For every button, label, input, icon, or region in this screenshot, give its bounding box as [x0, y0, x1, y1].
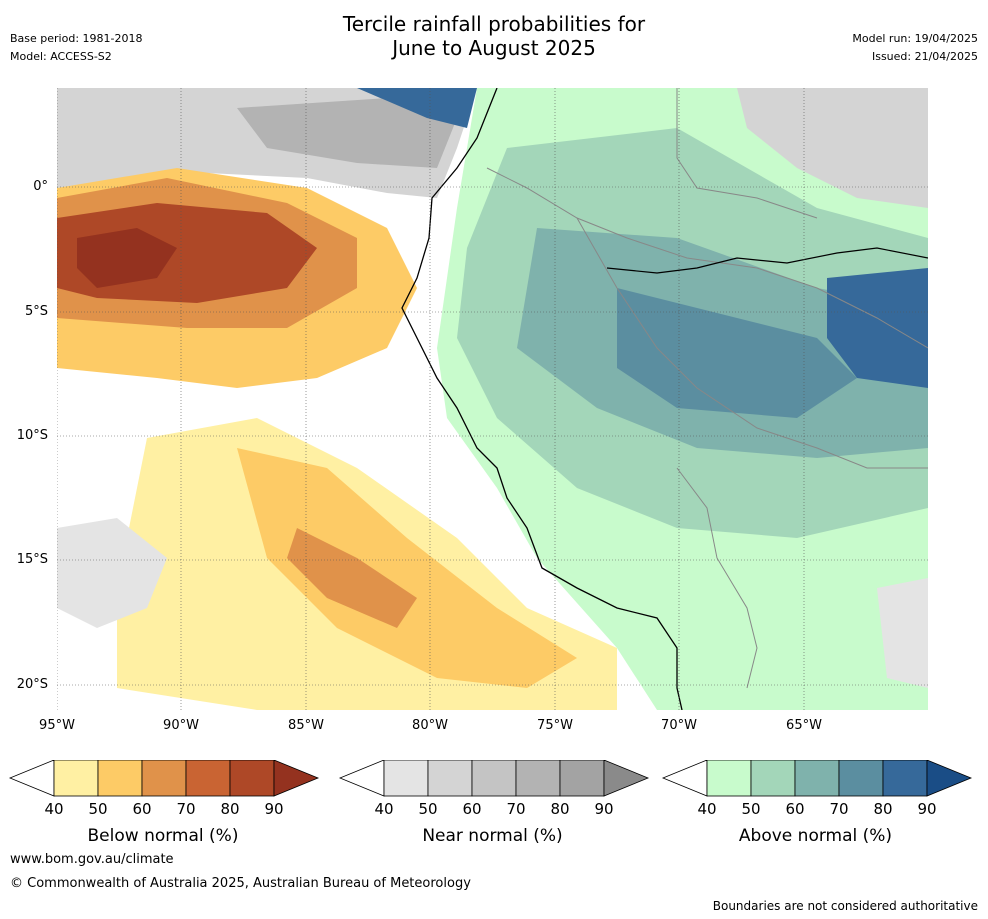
colorbar-max-extension — [603, 760, 650, 797]
above-normal-peak — [827, 268, 928, 388]
base-period: Base period: 1981-2018 — [10, 32, 143, 45]
colorbar-label-below: Below normal (%) — [87, 826, 239, 846]
colorbar-segment — [750, 760, 796, 797]
lon-tick: 85°W — [288, 718, 324, 733]
lat-tick: 0° — [33, 179, 48, 194]
lat-tick: 10°S — [16, 428, 48, 443]
colorbar-below — [8, 760, 320, 797]
colorbar-segment — [427, 760, 473, 797]
below-normal-peak — [77, 228, 177, 288]
colorbar-segment — [141, 760, 187, 797]
colorbar-tick: 70 — [506, 800, 526, 818]
colorbar-tick: 40 — [374, 800, 394, 818]
colorbar-above — [661, 760, 973, 797]
lon-tick: 95°W — [39, 718, 75, 733]
map-title: Tercile rainfall probabilities for June … — [0, 12, 988, 60]
map-canvas — [57, 88, 928, 710]
below-normal-south-core — [287, 528, 417, 628]
lat-tick: 15°S — [16, 552, 48, 567]
meta-right: Model run: 19/04/2025 Issued: 21/04/2025 — [852, 30, 978, 66]
colorbar-segment — [794, 760, 840, 797]
colorbars — [8, 760, 973, 797]
colorbar-tick: 40 — [697, 800, 717, 818]
lon-tick: 75°W — [537, 718, 573, 733]
issued-date: Issued: 21/04/2025 — [871, 50, 978, 63]
colorbar-near — [338, 760, 650, 797]
colorbar-segment — [882, 760, 928, 797]
near-normal-patch-east — [737, 88, 928, 208]
lon-tick: 80°W — [412, 718, 448, 733]
near-normal-patch-south — [57, 518, 167, 628]
colorbar-segment — [471, 760, 517, 797]
colorbar-tick: 60 — [785, 800, 805, 818]
colorbar-tick: 80 — [873, 800, 893, 818]
title-line-1: Tercile rainfall probabilities for — [342, 12, 646, 36]
colorbar-tick: 90 — [594, 800, 614, 818]
colorbar-segment — [185, 760, 231, 797]
colorbar-min-extension — [661, 760, 708, 797]
colorbar-segment — [383, 760, 429, 797]
colorbar-label-above: Above normal (%) — [738, 826, 893, 846]
lon-tick: 65°W — [786, 718, 822, 733]
colorbar-max-extension — [273, 760, 320, 797]
colorbar-tick: 50 — [88, 800, 108, 818]
country-borders — [486, 88, 928, 689]
below-normal-south-mid — [237, 448, 577, 688]
colorbar-tick: 90 — [917, 800, 937, 818]
colorbar-tick: 60 — [462, 800, 482, 818]
title-line-2: June to August 2025 — [392, 36, 596, 60]
meta-left: Base period: 1981-2018 Model: ACCESS-S2 — [10, 30, 142, 66]
coastline — [401, 88, 683, 710]
colorbar-tick: 60 — [132, 800, 152, 818]
colorbar-label-near: Near normal (%) — [422, 826, 563, 846]
lat-tick: 5°S — [24, 304, 48, 319]
colorbar-max-extension — [926, 760, 973, 797]
lon-tick: 90°W — [163, 718, 199, 733]
near-normal-core — [237, 98, 457, 168]
colorbar-segment — [229, 760, 275, 797]
lon-tick: 70°W — [661, 718, 697, 733]
colorbar-segment — [97, 760, 143, 797]
lat-tick: 20°S — [16, 677, 48, 692]
model-run: Model run: 19/04/2025 — [852, 32, 978, 45]
near-normal-patch-southeast — [877, 578, 928, 688]
colorbar-segment — [706, 760, 752, 797]
colorbar-tick: 80 — [550, 800, 570, 818]
colorbar-tick: 70 — [176, 800, 196, 818]
colorbar-segment — [515, 760, 561, 797]
above-normal-north — [357, 88, 477, 128]
colorbar-min-extension — [8, 760, 55, 797]
colorbar-tick: 70 — [829, 800, 849, 818]
footer-disclaimer: Boundaries are not considered authoritat… — [712, 899, 978, 913]
river-amazon — [606, 247, 928, 274]
gridlines — [57, 88, 928, 710]
model-name: Model: ACCESS-S2 — [10, 50, 112, 63]
colorbar-min-extension — [338, 760, 385, 797]
rainfall-map — [57, 88, 928, 710]
colorbar-segment — [53, 760, 99, 797]
footer-copyright: © Commonwealth of Australia 2025, Austra… — [10, 876, 471, 891]
colorbar-tick: 50 — [741, 800, 761, 818]
colorbar-segment — [838, 760, 884, 797]
colorbar-tick: 90 — [264, 800, 284, 818]
colorbar-segment — [559, 760, 605, 797]
colorbar-tick: 40 — [44, 800, 64, 818]
above-normal-strong — [617, 288, 857, 418]
footer-url: www.bom.gov.au/climate — [10, 852, 174, 867]
colorbar-tick: 80 — [220, 800, 240, 818]
colorbar-tick: 50 — [418, 800, 438, 818]
